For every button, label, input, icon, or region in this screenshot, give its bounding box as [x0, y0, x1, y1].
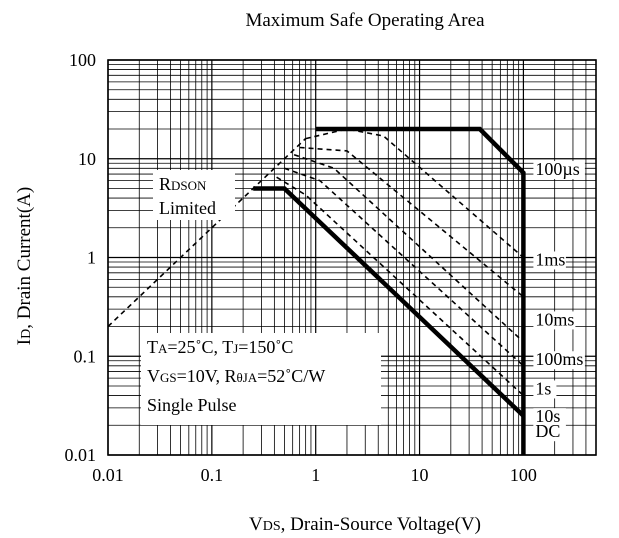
curve-label-bg — [533, 351, 585, 370]
curve-label-bg — [533, 251, 566, 270]
annotation-rdson: RDSON Limited — [153, 170, 235, 220]
curve-label-bg — [533, 408, 566, 427]
curve-label-10ms: 10ms — [533, 309, 576, 330]
plot-frame — [107, 59, 597, 456]
curve-label-bg — [533, 311, 576, 330]
y-axis-label: ID, Drain Current(A) — [14, 187, 35, 345]
chart-title: Maximum Safe Operating Area — [245, 10, 485, 31]
curve-label-text: 100ms — [535, 349, 583, 369]
curve-label-text: 10s — [535, 406, 560, 426]
y-tick-label: 10 — [78, 149, 96, 169]
annotation-line: Single Pulse — [147, 395, 237, 415]
x-tick-label: 1 — [311, 465, 320, 485]
series-rdson-limited — [107, 138, 307, 328]
curve-label-text: 1ms — [535, 249, 565, 269]
y-tick-label: 0.01 — [65, 445, 97, 465]
x-tick-label: 0.1 — [201, 465, 224, 485]
y-tick-label: 100 — [69, 50, 96, 70]
x-tick-label: 100 — [510, 465, 537, 485]
curve-label-text: 10ms — [535, 309, 574, 329]
annotation-bg — [141, 333, 381, 425]
series-dc — [253, 186, 525, 418]
x-tick-label: 10 — [411, 465, 429, 485]
series-100-s — [315, 126, 526, 455]
y-tick-label: 1 — [87, 248, 96, 268]
annotation-line: RDSON — [159, 174, 207, 194]
annotation-bg — [153, 170, 235, 220]
curve-label-100-s: 100µs — [533, 159, 585, 180]
curve-label-text: DC — [535, 421, 560, 441]
series-10s — [276, 176, 524, 397]
curve-label-text: 1s — [535, 378, 551, 398]
annotation-conditions: TA=25˚C, TJ=150˚C VGS=10V, RθJA=52˚C/W Sin… — [141, 333, 381, 425]
curve-label-bg — [533, 161, 585, 180]
curve-label-bg — [533, 423, 557, 442]
curve-label-10s: 10s — [533, 406, 566, 427]
curve-label-100ms: 100ms — [533, 349, 585, 370]
x-axis-label: VDS, Drain-Source Voltage(V) — [249, 514, 481, 535]
curve-label-1ms: 1ms — [533, 249, 566, 270]
y-tick-label: 0.1 — [74, 346, 97, 366]
axes: 0.01 0.1 1 10 100 0.01 0.1 1 10 100 — [65, 50, 597, 485]
curve-label-text: 100µs — [535, 159, 579, 179]
series-100ms — [293, 153, 524, 343]
series-1ms — [305, 128, 524, 259]
annotation-line: TA=25˚C, TJ=150˚C — [147, 337, 293, 357]
series-10ms — [299, 146, 524, 298]
curves — [107, 126, 526, 455]
series-1s — [284, 167, 524, 367]
curve-label-bg — [533, 380, 557, 399]
x-tick-label: 0.01 — [92, 465, 124, 485]
annotation-line: Limited — [159, 198, 216, 218]
curve-label-1s: 1s — [533, 378, 557, 399]
annotation-line: VGS=10V, RθJA=52˚C/W — [147, 366, 325, 386]
curve-label-dc: DC — [533, 421, 560, 442]
